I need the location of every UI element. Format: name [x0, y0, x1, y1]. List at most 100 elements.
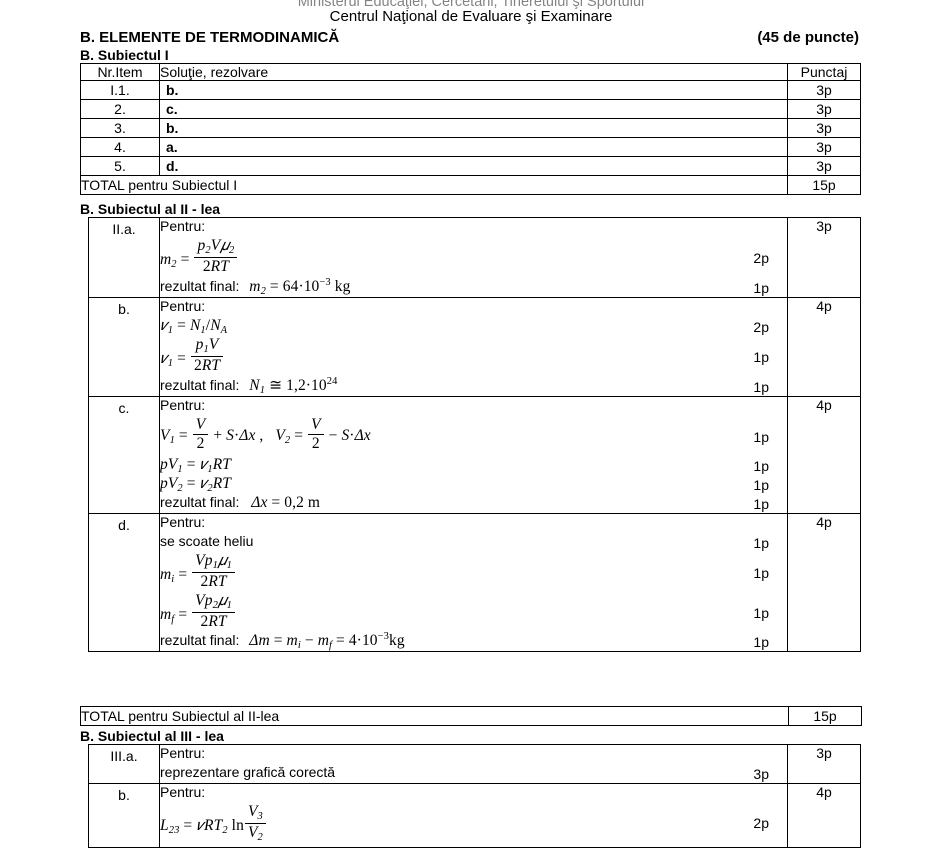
row-points: 3p: [787, 80, 861, 100]
solution-line-result: rezultat final: N1 ≅ 1,2·1024 1p: [160, 376, 787, 396]
row-item: b.: [88, 783, 160, 848]
row-solution: b.: [159, 118, 788, 138]
solution-line: Pentru:: [160, 298, 787, 317]
formula-n1-value: N1 ≅ 1,2·1024: [249, 375, 338, 396]
formula-mf: mf = Vp2𝜇1 2RT: [160, 592, 236, 630]
formula-nu1-p1v: 𝜈1 = p1V 2RT: [160, 336, 224, 374]
row-solution: b.: [159, 80, 788, 100]
row-points: 3p: [787, 744, 861, 784]
evaluation-center-header: Centrul Naţional de Evaluare şi Examinar…: [329, 8, 613, 25]
solution-line-formula: pV1 = 𝜈1RT 1p: [160, 456, 787, 475]
line-points: 2p: [753, 318, 769, 335]
row-item: b.: [88, 296, 160, 397]
line-text: Pentru:: [160, 784, 206, 800]
column-header-points: Punctaj: [787, 63, 861, 81]
row-item: d.: [88, 512, 160, 653]
table-row: 5. d. 3p: [80, 156, 861, 176]
section-title-row: B. ELEMENTE DE TERMODINAMICĂ (45 de punc…: [80, 29, 859, 46]
row-points: 4p: [787, 395, 861, 514]
solution-line-result: rezultat final: m2 = 64·10−3 kg 1p: [160, 277, 787, 297]
table-row: III.a. Pentru: reprezentare grafică core…: [88, 744, 861, 784]
row-item: 4.: [80, 137, 160, 157]
row-item: I.1.: [80, 80, 160, 100]
row-points: 4p: [787, 296, 861, 397]
subiect-2-total-table: TOTAL pentru Subiectul al II-lea 15p: [80, 706, 862, 726]
table-row: 3. b. 3p: [80, 118, 861, 138]
row-item: 5.: [80, 156, 160, 176]
solution-line: Pentru:: [160, 514, 787, 533]
solution-line-formula: mf = Vp2𝜇1 2RT 1p: [160, 592, 787, 632]
solution-line: Pentru:: [160, 745, 787, 764]
solution-line: reprezentare grafică corectă 3p: [160, 764, 787, 783]
solution-line-formula: 𝜈1 = N1/NA 2p: [160, 317, 787, 336]
table-total-row: TOTAL pentru Subiectul al II-lea 15p: [80, 706, 862, 726]
row-points: 3p: [787, 118, 861, 138]
table-row: d. Pentru: se scoate heliu 1p mi = Vp1𝜇1…: [88, 512, 861, 653]
column-header-solution: Soluţie, rezolvare: [159, 63, 788, 81]
result-label: rezultat final:: [160, 277, 240, 294]
solution-line-formula: mi = Vp1𝜇1 2RT 1p: [160, 552, 787, 592]
line-points: 2p: [753, 815, 769, 831]
column-header-item: Nr.Item: [80, 63, 160, 81]
table-header-row: Nr.Item Soluţie, rezolvare Punctaj: [80, 63, 861, 81]
subiect-2-table: II.a. Pentru: m2 = p2V𝜇2 2RT 2p rezultat …: [88, 217, 861, 653]
row-points: 3p: [787, 99, 861, 119]
table-row: I.1. b. 3p: [80, 80, 861, 100]
solution-line-result: rezultat final: Δx = 0,2 m 1p: [160, 494, 787, 513]
row-item: 2.: [80, 99, 160, 119]
result-label: rezultat final:: [160, 493, 240, 510]
line-points: 1p: [753, 604, 769, 621]
subiect-1-table: Nr.Item Soluţie, rezolvare Punctaj I.1. …: [80, 63, 861, 195]
row-item: 3.: [80, 118, 160, 138]
formula-pv2: pV2 = 𝜈2RT: [160, 474, 232, 494]
line-text: se scoate heliu: [160, 532, 254, 549]
row-points: 4p: [787, 512, 861, 653]
line-text: Pentru:: [160, 396, 206, 413]
row-points: 3p: [787, 217, 861, 298]
line-points: 2p: [753, 250, 769, 266]
solution-line: Pentru:: [160, 218, 787, 237]
row-solution: Pentru: reprezentare grafică corectă 3p: [159, 744, 788, 784]
row-solution: Pentru: se scoate heliu 1p mi = Vp1𝜇1 2RT…: [159, 512, 788, 653]
line-points: 1p: [753, 279, 769, 296]
solution-line: Pentru:: [160, 784, 787, 803]
line-text: reprezentare grafică corectă: [160, 764, 336, 780]
row-points: 3p: [787, 156, 861, 176]
total-label: TOTAL pentru Subiectul al II-lea: [80, 706, 789, 726]
subiect-1-label: B. Subiectul I: [80, 47, 169, 63]
row-solution: Pentru: 𝜈1 = N1/NA 2p 𝜈1 = p1V 2RT 1p: [159, 296, 788, 397]
line-points: 1p: [753, 378, 769, 395]
line-points: 1p: [753, 457, 769, 474]
total-points-label: (45 de puncte): [757, 29, 859, 46]
total-points: 15p: [787, 175, 861, 195]
formula-delta-x-value: Δx = 0,2 m: [251, 493, 321, 511]
line-points: 1p: [753, 428, 769, 445]
line-points: 1p: [753, 495, 769, 512]
row-item: II.a.: [88, 217, 160, 298]
solution-line-formula: m2 = p2V𝜇2 2RT 2p: [160, 237, 787, 277]
line-points: 1p: [753, 348, 769, 365]
solution-line: Pentru:: [160, 397, 787, 416]
line-text: Pentru:: [160, 218, 206, 234]
solution-line-formula: 𝜈1 = p1V 2RT 1p: [160, 336, 787, 376]
line-text: Pentru:: [160, 297, 206, 314]
line-points: 1p: [753, 534, 769, 551]
total-points: 15p: [788, 706, 862, 726]
subiect-3-label: B. Subiectul al III - lea: [80, 728, 224, 744]
formula-l23: L23 = 𝜈RT2 ln V3 V2: [160, 803, 267, 843]
row-points: 3p: [787, 137, 861, 157]
line-text: Pentru:: [160, 513, 206, 530]
row-solution: a.: [159, 137, 788, 157]
table-total-row: TOTAL pentru Subiectul I 15p: [80, 175, 861, 195]
row-item: c.: [88, 395, 160, 514]
solution-line-result: rezultat final: Δm = mi − mf = 4·10−3kg …: [160, 632, 787, 652]
total-label: TOTAL pentru Subiectul I: [80, 175, 788, 195]
row-solution: d.: [159, 156, 788, 176]
formula-nu1-over-na: 𝜈1 = N1/NA: [160, 316, 228, 336]
line-points: 1p: [753, 476, 769, 493]
row-solution: Pentru: L23 = 𝜈RT2 ln V3 V2 2p: [159, 783, 788, 848]
